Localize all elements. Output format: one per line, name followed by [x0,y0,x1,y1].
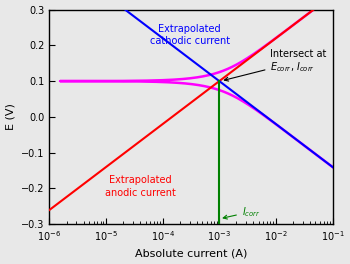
Text: $I_{corr}$: $I_{corr}$ [223,205,260,219]
Text: Extrapolated
anodic current: Extrapolated anodic current [105,176,176,198]
Y-axis label: E (V): E (V) [6,103,15,130]
Text: Intersect at
$E_{corr}$, $I_{corr}$: Intersect at $E_{corr}$, $I_{corr}$ [224,49,327,81]
Text: Extrapolated
cathodic current: Extrapolated cathodic current [150,24,230,46]
X-axis label: Absolute current (A): Absolute current (A) [135,248,247,258]
